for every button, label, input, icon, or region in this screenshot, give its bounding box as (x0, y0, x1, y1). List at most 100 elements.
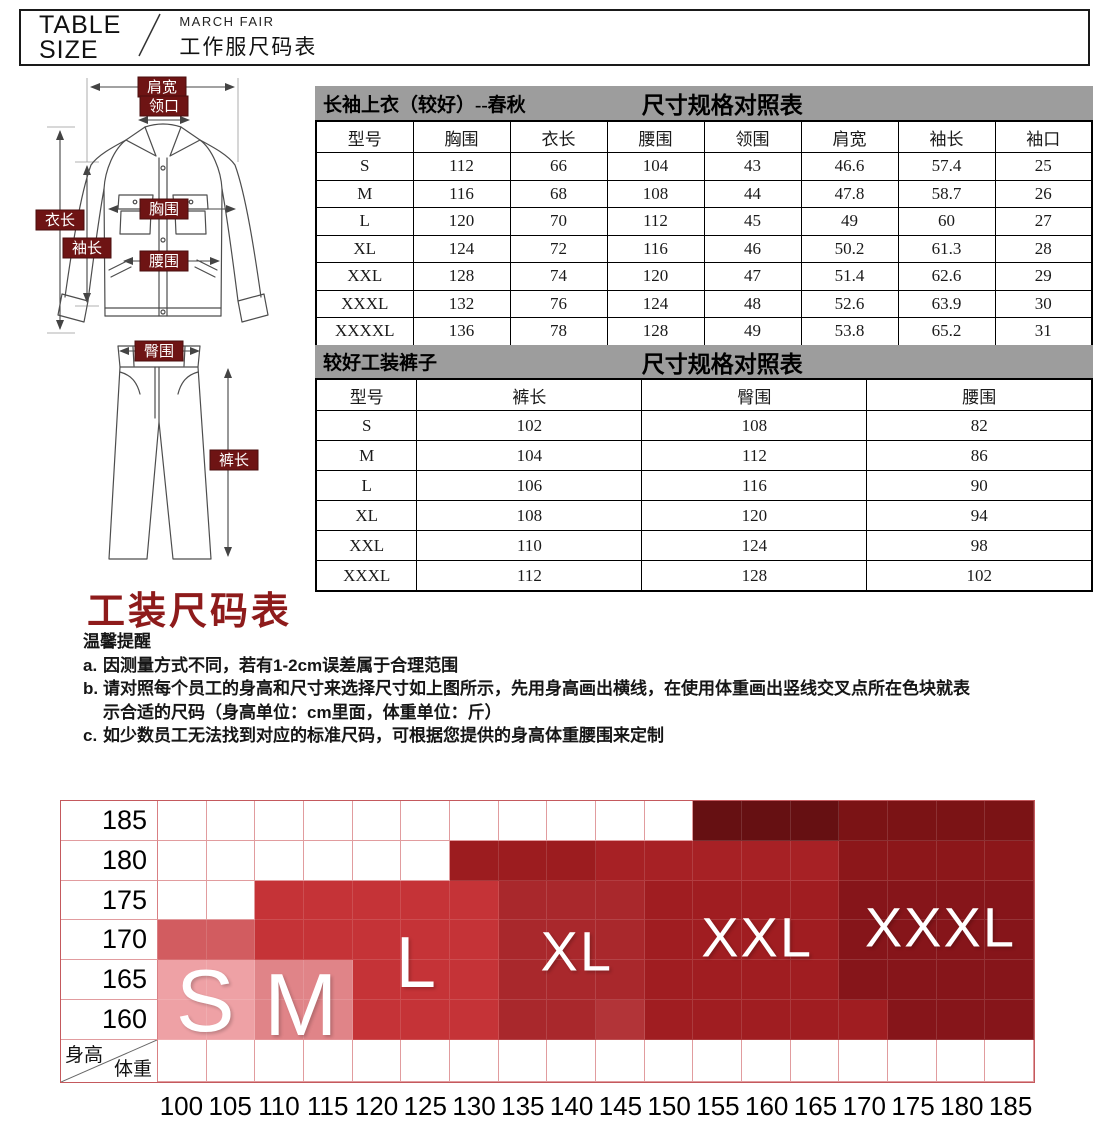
column-header: 衣长 (509, 120, 608, 153)
table-cell: 57.4 (897, 152, 996, 181)
heatmap-cell (547, 880, 596, 921)
subtitle-en: MARCH FAIR (179, 14, 275, 29)
column-header: 胸围 (412, 120, 511, 153)
x-tick-label: 170 (842, 1091, 886, 1121)
y-tick-label: 165 (61, 960, 158, 1001)
x-tick-label: 185 (988, 1091, 1033, 1121)
heatmap-cell (790, 960, 840, 1001)
table-cell: 43 (703, 152, 802, 181)
heatmap-cell (304, 801, 353, 841)
heatmap-cell (255, 920, 304, 961)
table-cell: 74 (509, 262, 608, 291)
heatmap-cell (401, 1000, 450, 1040)
heatmap-cell (304, 1039, 353, 1082)
heatmap-cell (255, 880, 304, 921)
table-cell: 52.6 (800, 289, 899, 318)
table-row: S 112 66 104 43 46.6 57.4 25 (315, 152, 1093, 181)
heatmap-cell (888, 1000, 937, 1040)
table-cell: 50.2 (800, 234, 899, 263)
heatmap-cell (790, 1000, 840, 1040)
y-tick-label: 160 (61, 1000, 158, 1040)
table-cell: 62.6 (897, 262, 996, 291)
table-cell: 102 (416, 410, 643, 441)
heatmap-cell (352, 840, 402, 881)
heatmap-cell (547, 801, 596, 841)
label-collar: 领口 (149, 98, 179, 115)
heatmap-cell (498, 801, 548, 841)
pants-size-table: 型号 裤长 臀围 腰围 S 102 108 82 M 104 112 86 L 106 116 90 XL 108… (315, 378, 1093, 592)
table-cell: 30 (994, 289, 1093, 318)
jacket-drawing (57, 123, 269, 323)
pants-table-header-band: 较好工装裤子 尺寸规格对照表 (315, 345, 1093, 378)
table-cell: 46.6 (800, 152, 899, 181)
heatmap-cell (401, 801, 450, 841)
y-tick-label: 175 (61, 880, 158, 921)
x-tick-label: 135 (501, 1091, 545, 1121)
table-cell: 53.8 (800, 317, 899, 346)
table-cell: 120 (412, 207, 511, 236)
table-cell: 124 (641, 530, 868, 561)
x-tick-label: 125 (403, 1091, 447, 1121)
table-cell: 112 (416, 560, 643, 592)
x-tick-label: 145 (598, 1091, 643, 1121)
table-row: XXL 110 124 98 (315, 530, 1093, 561)
table-cell: 45 (703, 207, 802, 236)
heatmap-cell (206, 1000, 256, 1040)
heatmap-cell (450, 960, 499, 1001)
heatmap-cell (693, 801, 742, 841)
table-cell: 49 (703, 317, 802, 346)
column-header: 腰围 (866, 378, 1093, 411)
heatmap-cell (304, 1000, 353, 1040)
table-cell: 58.7 (897, 179, 996, 208)
subtitle-cn: 工作服尺码表 (179, 36, 318, 59)
x-tick-label: 160 (745, 1091, 789, 1121)
pants-size-table-block: 较好工装裤子 尺寸规格对照表 型号 裤长 臀围 腰围 S 102 108 82 M 104 112 8… (315, 345, 1093, 592)
heatmap-cell (644, 840, 694, 881)
heatmap-cell (352, 920, 402, 961)
heatmap-cell (693, 840, 742, 881)
label-garment-length: 衣长 (45, 212, 75, 229)
heatmap-cell (693, 1000, 742, 1040)
notes-title: 温馨提醒 (83, 632, 151, 651)
table-cell: 116 (641, 470, 868, 501)
x-tick-label: 155 (696, 1091, 740, 1121)
x-tick-label: 150 (647, 1091, 691, 1121)
heatmap-cell (985, 801, 1034, 841)
heatmap-cell (790, 840, 840, 881)
heatmap-cell (790, 920, 840, 961)
table-cell: 82 (866, 410, 1093, 441)
table-cell: XXL (315, 530, 418, 561)
heatmap-cell (596, 960, 645, 1001)
heatmap-cell (596, 840, 645, 881)
heatmap-cell (888, 960, 937, 1001)
heatmap-cell (498, 920, 548, 961)
label-chest: 胸围 (149, 201, 179, 218)
heatmap-cell (498, 960, 548, 1001)
column-header: 袖长 (897, 120, 996, 153)
heatmap-cell (547, 1039, 596, 1082)
heatmap-cell (450, 880, 499, 921)
heatmap-cell (985, 880, 1034, 921)
header-subtitle: MARCH FAIR 工作服尺码表 (179, 14, 317, 61)
pants-table-subtitle: 尺寸规格对照表 (641, 351, 803, 377)
heatmap-cell (936, 1000, 986, 1040)
table-cell: 51.4 (800, 262, 899, 291)
x-tick-label: 165 (793, 1091, 838, 1121)
table-cell: 29 (994, 262, 1093, 291)
x-tick-label: 120 (354, 1091, 399, 1121)
column-header: 领围 (703, 120, 802, 153)
table-cell: 31 (994, 317, 1093, 346)
heatmap-cell (790, 880, 840, 921)
heatmap-cell (888, 920, 937, 961)
table-cell: 104 (416, 440, 643, 471)
table-cell: 112 (412, 152, 511, 181)
heatmap-cell (547, 1000, 596, 1040)
jacket-table-header-band: 长袖上衣（较好）--春秋 尺寸规格对照表 (315, 86, 1093, 120)
heatmap-cell (450, 1039, 499, 1082)
heatmap-cell (158, 801, 207, 841)
y-tick-label: 185 (61, 801, 158, 841)
table-cell: XXXXL (315, 317, 414, 346)
dimension-arrows (56, 83, 236, 557)
heatmap-cell (644, 880, 694, 921)
